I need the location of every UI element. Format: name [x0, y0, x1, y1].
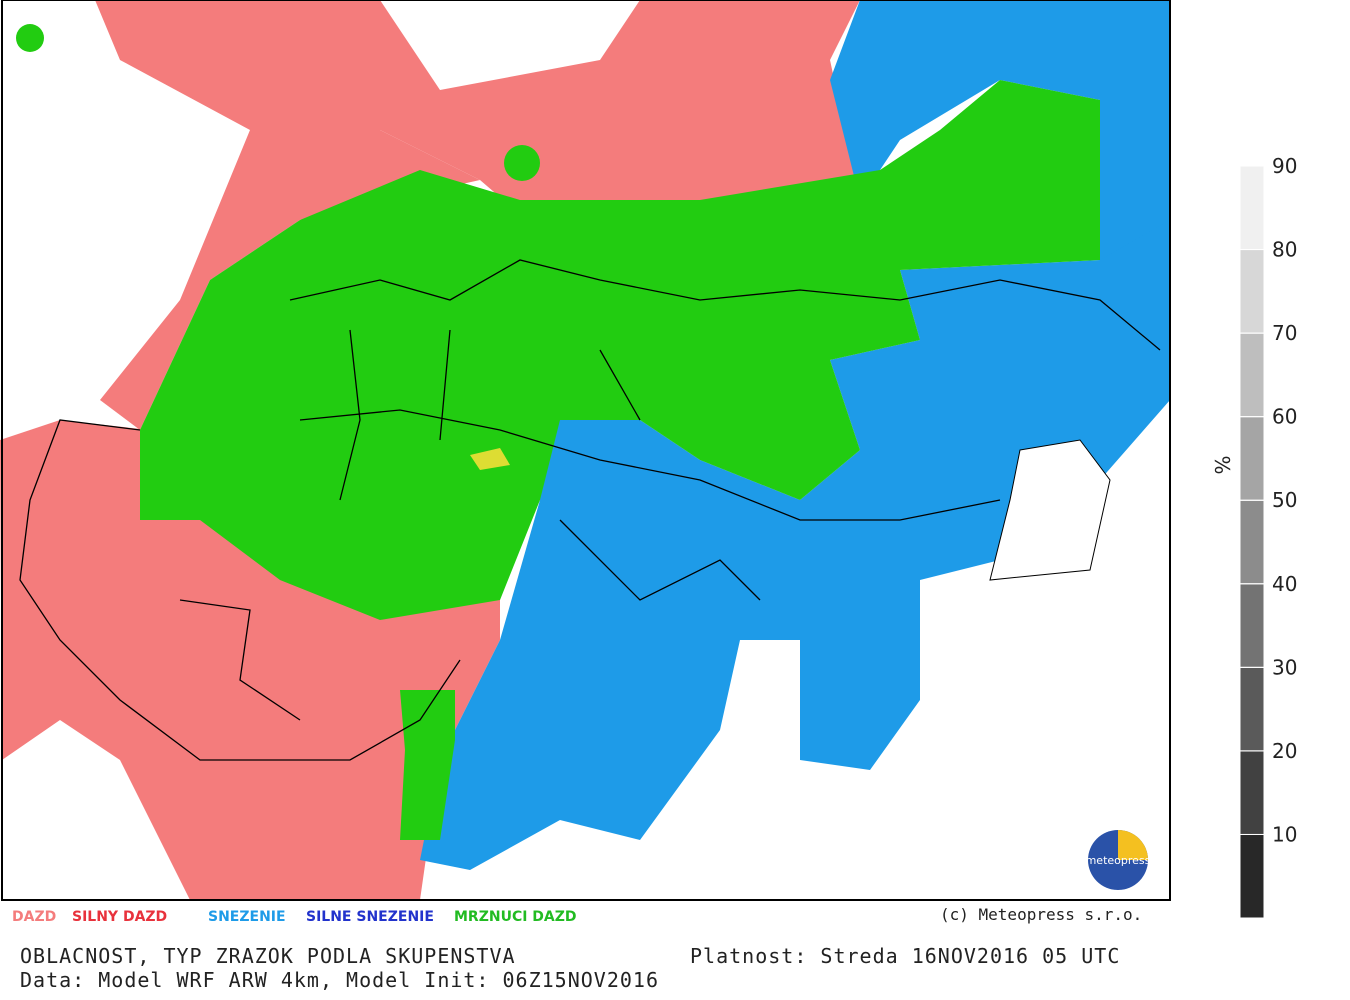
footer-data: Data: Model WRF ARW 4km, Model Init: 06Z…	[20, 968, 659, 992]
colorbar-tick-label: 40	[1272, 572, 1297, 596]
colorbar-band	[1239, 666, 1265, 752]
footer-title: OBLACNOST, TYP ZRAZOK PODLA SKUPENSTVA	[20, 944, 516, 968]
freezing-rain-area	[504, 145, 540, 181]
freezing-rain-area	[16, 24, 44, 52]
region-border	[19, 259, 1161, 761]
snow-area	[420, 220, 1170, 870]
region-border	[989, 439, 1111, 581]
colorbar-band	[1239, 750, 1265, 835]
colorbar-tick-label: 60	[1272, 405, 1297, 429]
snow-area	[830, 0, 1170, 260]
freezing-rain-area	[140, 80, 1100, 620]
map: meteopress	[0, 0, 1171, 901]
colorbar-tick-label: 90	[1272, 154, 1297, 178]
legend-label: MRZNUCI DAZD	[454, 909, 577, 925]
colorbar-tick-label: 80	[1272, 238, 1297, 262]
logo-icon	[1118, 830, 1148, 860]
colorbar-band	[1239, 833, 1265, 919]
colorbar-band	[1239, 249, 1265, 334]
colorbar: 10 20 30 40 50 60 70 80 90	[1239, 154, 1297, 919]
footer-validity: Platnost: Streda 16NOV2016 05 UTC	[690, 944, 1120, 968]
legend-label: SILNE SNEZENIE	[306, 909, 434, 925]
colorbar-tick-label: 50	[1272, 488, 1297, 512]
legend-label: SILNY DAZD	[72, 909, 167, 925]
colorbar-tick-label: 30	[1272, 655, 1297, 679]
other-area	[470, 448, 510, 470]
colorbar-band	[1239, 332, 1265, 418]
legend-label: SNEZENIE	[208, 909, 286, 925]
freezing-rain-area	[400, 690, 455, 840]
colorbar-tick-label: 10	[1272, 822, 1297, 846]
legend: DAZD SILNY DAZD SNEZENIE SILNE SNEZENIE MRZN…	[12, 909, 577, 925]
rain-area	[100, 130, 480, 430]
copyright: (c) Meteopress s.r.o.	[940, 905, 1142, 924]
colorbar-unit: %	[1210, 455, 1234, 474]
colorbar-band	[1239, 416, 1265, 501]
colorbar-tick-label: 20	[1272, 739, 1297, 763]
colorbar-tick-label: 70	[1272, 321, 1297, 345]
logo-text: meteopress	[1086, 854, 1151, 867]
colorbar-band	[1239, 583, 1265, 668]
legend-label: DAZD	[12, 909, 56, 925]
colorbar-band	[1239, 499, 1265, 585]
colorbar-band	[1239, 165, 1265, 251]
map-frame	[1, 0, 1171, 901]
